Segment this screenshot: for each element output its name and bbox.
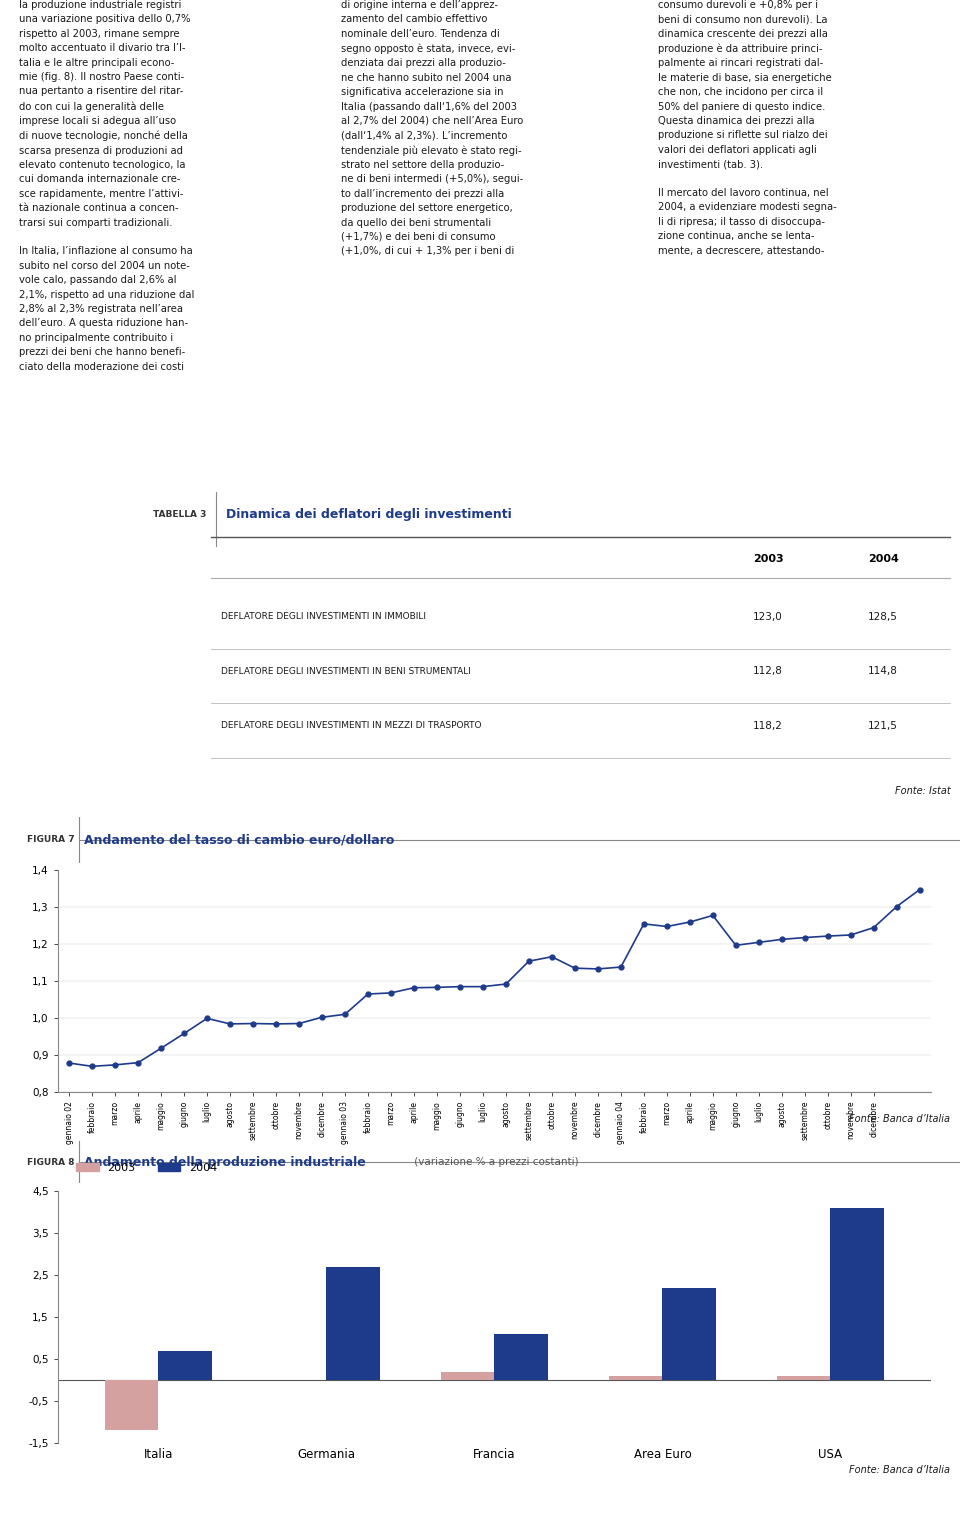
Text: DEFLATORE DEGLI INVESTIMENTI IN IMMOBILI: DEFLATORE DEGLI INVESTIMENTI IN IMMOBILI: [221, 612, 426, 621]
Bar: [441, 1371, 494, 1380]
Bar: [494, 1335, 548, 1380]
Bar: [326, 1267, 380, 1380]
Text: Fonte: Banca d’Italia: Fonte: Banca d’Italia: [850, 1113, 950, 1124]
Text: FIGURA 7: FIGURA 7: [27, 835, 75, 844]
Legend: 2003, 2004: 2003, 2004: [72, 1159, 222, 1177]
Text: 118,2: 118,2: [753, 721, 783, 731]
Text: di origine interna e dell’apprez-
zamento del cambio effettivo
nominale dell’eur: di origine interna e dell’apprez- zament…: [341, 0, 523, 257]
Text: Fonte: Banca d’Italia: Fonte: Banca d’Italia: [850, 1464, 950, 1475]
Text: TABELLA 3: TABELLA 3: [153, 510, 206, 519]
Text: 121,5: 121,5: [868, 721, 899, 731]
Text: 114,8: 114,8: [868, 666, 899, 676]
Text: 128,5: 128,5: [868, 612, 899, 621]
Text: DEFLATORE DEGLI INVESTIMENTI IN BENI STRUMENTALI: DEFLATORE DEGLI INVESTIMENTI IN BENI STR…: [221, 667, 470, 676]
Text: 2003: 2003: [753, 554, 783, 563]
Text: FIGURA 8: FIGURA 8: [28, 1157, 75, 1167]
Bar: [158, 1351, 212, 1380]
Text: la produzione industriale registri
una variazione positiva dello 0,7%
rispetto a: la produzione industriale registri una v…: [19, 0, 195, 371]
Text: (variazione % a prezzi costanti): (variazione % a prezzi costanti): [411, 1157, 579, 1167]
Text: DEFLATORE DEGLI INVESTIMENTI IN MEZZI DI TRASPORTO: DEFLATORE DEGLI INVESTIMENTI IN MEZZI DI…: [221, 721, 481, 730]
Text: Andamento del tasso di cambio euro/dollaro: Andamento del tasso di cambio euro/dolla…: [84, 834, 395, 846]
Text: Andamento della produzione industriale: Andamento della produzione industriale: [84, 1156, 366, 1168]
Bar: [777, 1376, 830, 1380]
Bar: [662, 1287, 716, 1380]
Text: 123,0: 123,0: [754, 612, 782, 621]
Text: Fonte: Istat: Fonte: Istat: [895, 786, 950, 797]
Bar: [105, 1380, 158, 1431]
Text: consumo durevoli e +0,8% per i
beni di consumo non durevoli). La
dinamica cresce: consumo durevoli e +0,8% per i beni di c…: [658, 0, 836, 255]
Text: Dinamica dei deflatori degli investimenti: Dinamica dei deflatori degli investiment…: [226, 508, 512, 521]
Bar: [830, 1208, 884, 1380]
Text: 112,8: 112,8: [753, 666, 783, 676]
Bar: [609, 1376, 662, 1380]
Text: 2004: 2004: [868, 554, 899, 563]
